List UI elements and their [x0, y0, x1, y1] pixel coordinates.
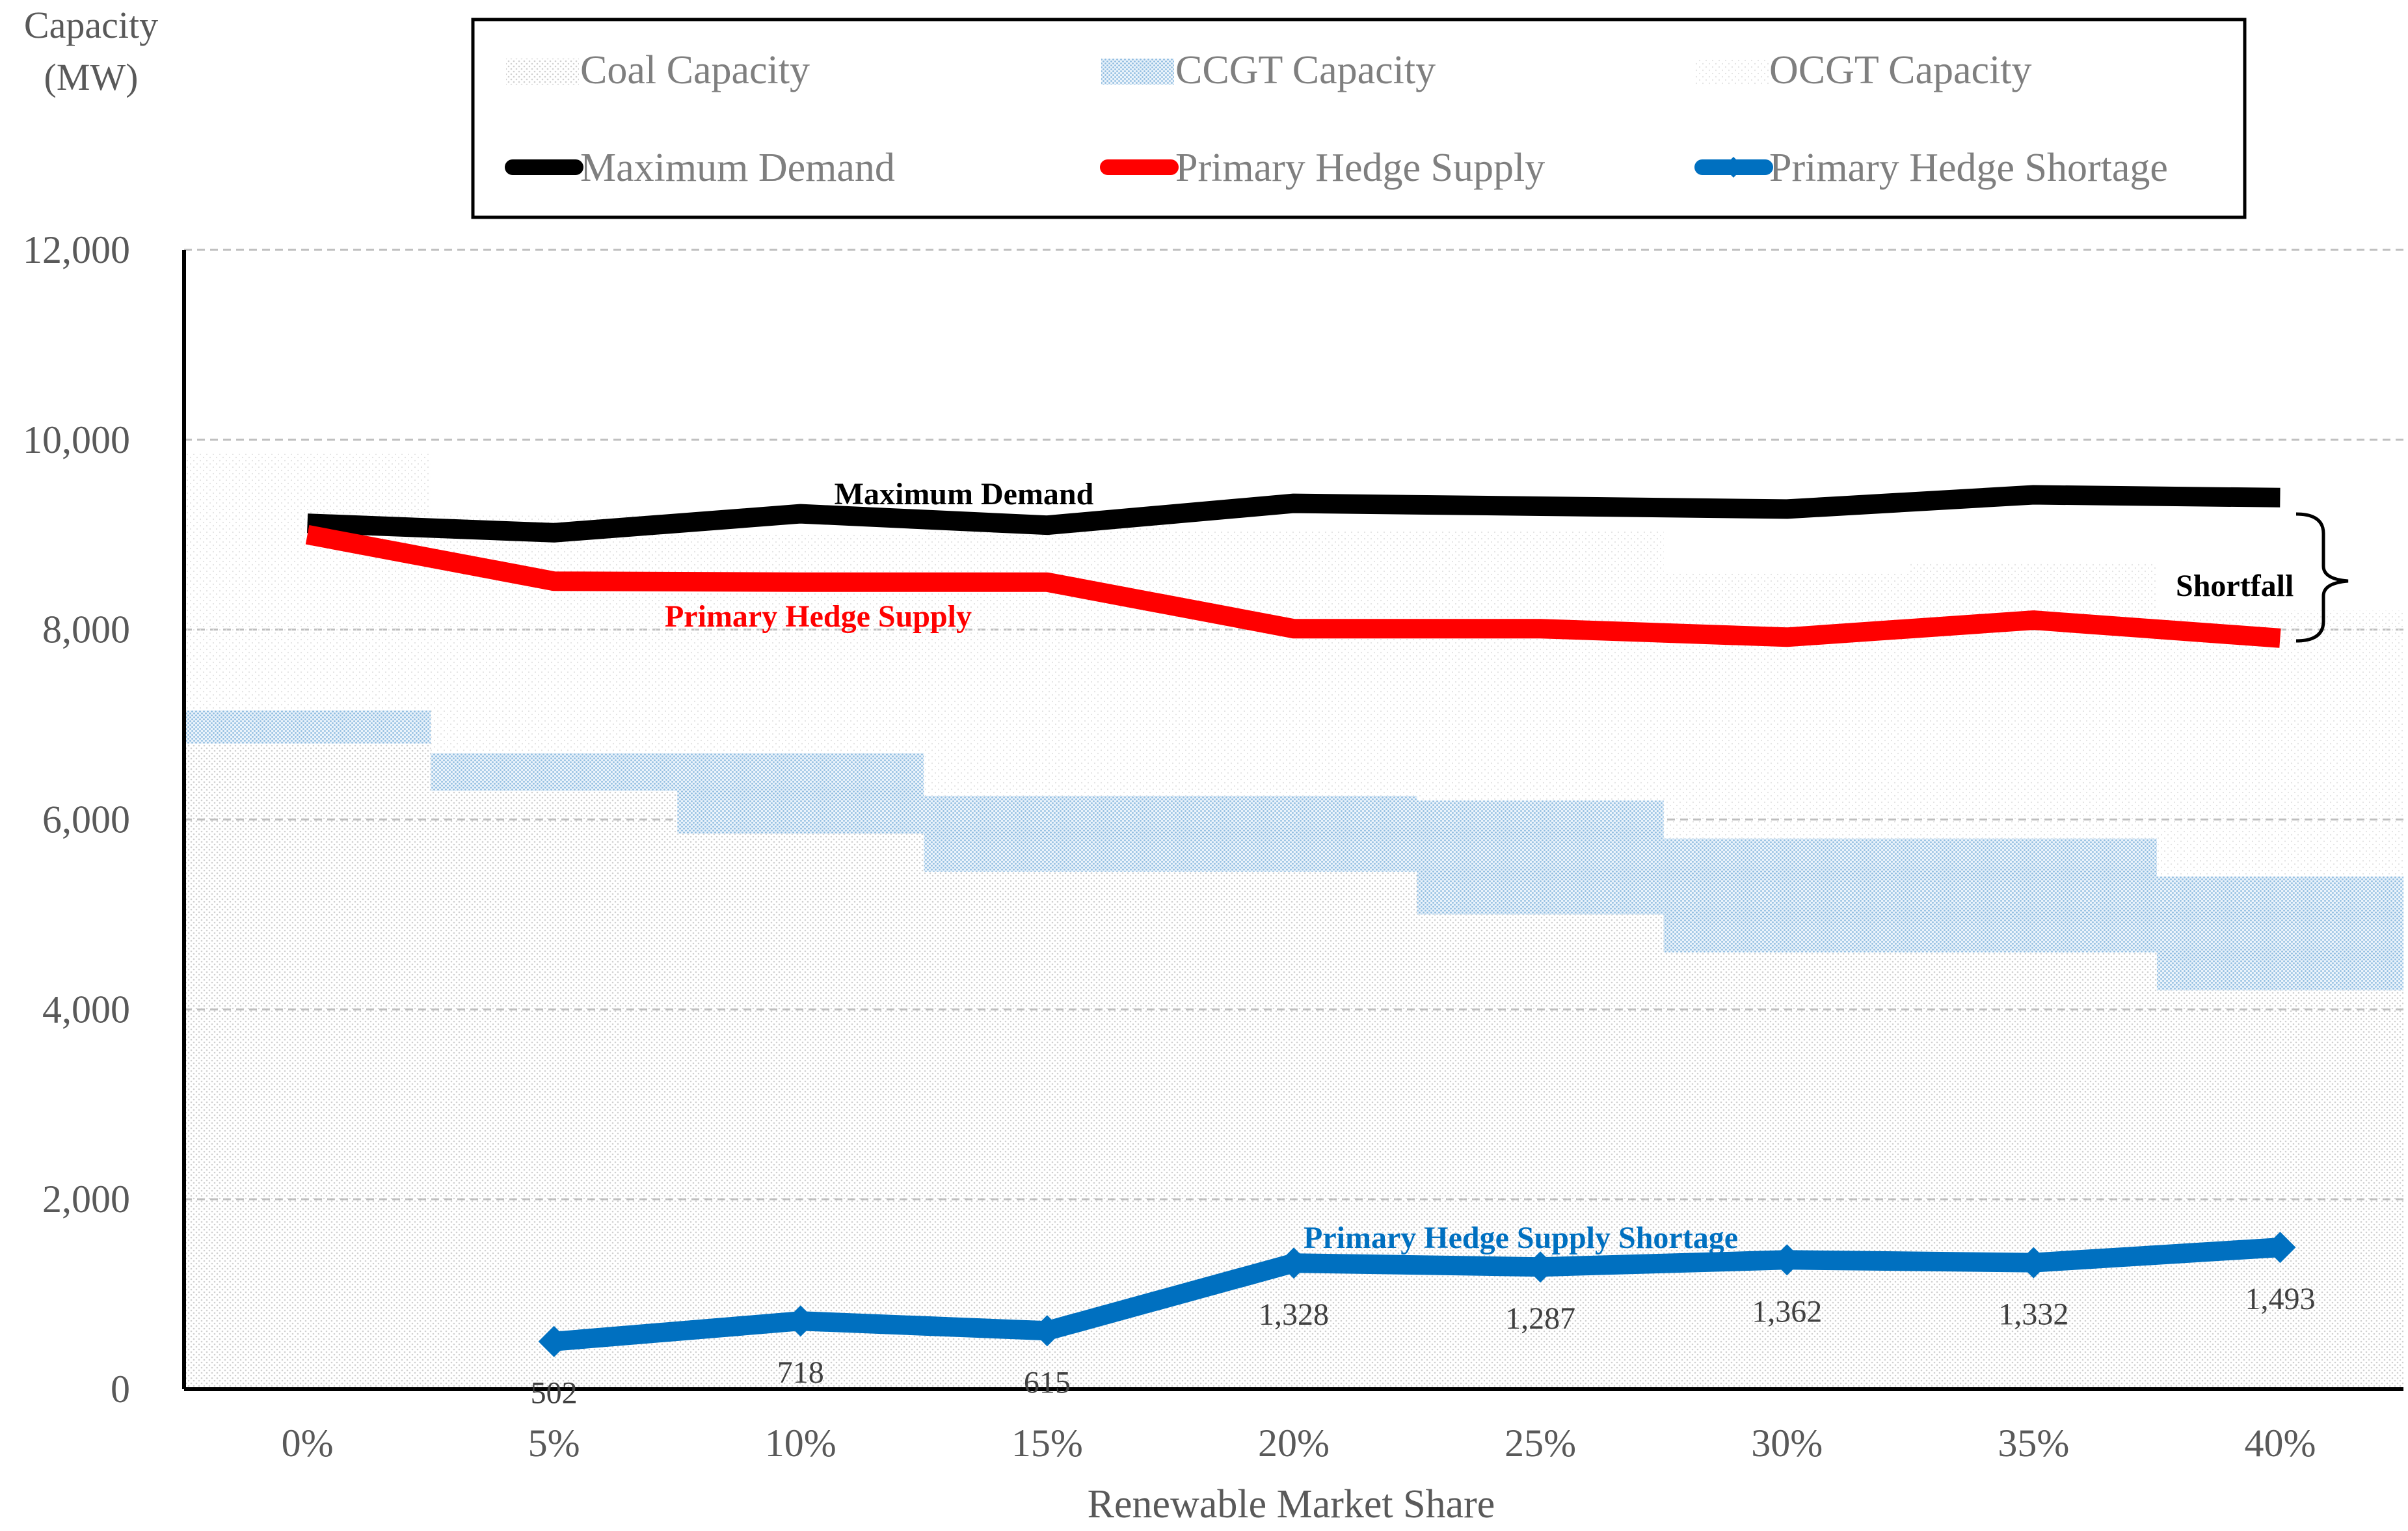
- ccgt-bar: [1910, 838, 2157, 953]
- y-axis-title-line1: Capacity: [24, 4, 158, 46]
- legend-label-coal: Coal Capacity: [580, 48, 810, 92]
- legend-item-coal: Coal Capacity: [506, 48, 810, 92]
- y-tick-label: 12,000: [23, 228, 130, 271]
- ocgt-bar: [184, 454, 431, 711]
- shortage-data-label: 1,493: [2245, 1282, 2315, 1316]
- ccgt-bar: [1417, 800, 1664, 915]
- ocgt-bar: [1910, 563, 2157, 839]
- ocgt-bar: [1170, 530, 1417, 796]
- x-tick-label: 10%: [765, 1422, 836, 1465]
- shortage-data-label: 615: [1024, 1365, 1071, 1400]
- ocgt-bar: [1417, 530, 1664, 801]
- annotation-max-demand: Maximum Demand: [835, 477, 1094, 511]
- x-tick-label: 0%: [282, 1422, 334, 1465]
- x-tick-label: 15%: [1011, 1422, 1083, 1465]
- annotation-shortfall: Shortfall: [2176, 569, 2294, 603]
- ocgt-bar: [1663, 573, 1910, 839]
- annotation-hedge-supply: Primary Hedge Supply: [665, 599, 972, 634]
- coal-bar: [431, 791, 678, 1389]
- ccgt-bar: [184, 710, 431, 744]
- shortage-point-marker: [1031, 1315, 1063, 1347]
- shortage-data-label: 1,328: [1259, 1297, 1329, 1332]
- shortfall-brace: [2295, 512, 2349, 643]
- ocgt-bar: [924, 525, 1171, 796]
- legend-label-ocgt: OCGT Capacity: [1769, 48, 2032, 92]
- shortage-data-label: 502: [531, 1376, 578, 1411]
- ccgt-bar: [1170, 796, 1417, 872]
- y-tick-label: 8,000: [42, 608, 130, 651]
- coal-bar: [2156, 990, 2403, 1389]
- ocgt-bar: [2156, 610, 2403, 877]
- legend-marker-hedge-shortage: [1723, 157, 1744, 178]
- ccgt-bar: [431, 753, 678, 791]
- ccgt-bar: [1663, 838, 1910, 953]
- legend-item-hedge-shortage: Primary Hedge Shortage: [1694, 146, 2168, 190]
- x-tick-label: 40%: [2244, 1422, 2316, 1465]
- shortage-point-marker: [784, 1305, 816, 1337]
- x-tick-label: 30%: [1751, 1422, 1823, 1465]
- coal-bar: [677, 833, 924, 1389]
- x-axis-title: Renewable Market Share: [1088, 1482, 1495, 1526]
- y-tick-label: 10,000: [23, 418, 130, 461]
- coal-bar: [1417, 914, 1664, 1389]
- x-tick-label: 35%: [1998, 1422, 2069, 1465]
- legend-swatch-ocgt: [1696, 59, 1769, 85]
- legend-swatch-ccgt: [1101, 59, 1174, 85]
- coal-bar: [184, 743, 431, 1389]
- legend-label-hedge-shortage: Primary Hedge Shortage: [1769, 146, 2168, 190]
- legend: Coal Capacity CCGT Capacity OCGT Capacit…: [471, 18, 2247, 219]
- legend-swatch-coal: [506, 59, 579, 85]
- shortage-data-label: 1,332: [1998, 1297, 2068, 1332]
- y-axis-title-line2: (MW): [44, 56, 139, 98]
- data-labels: 502 718 615 1,328 1,287 1,362 1,332 1,493: [531, 1282, 2316, 1411]
- capacity-bars: [184, 454, 2403, 1389]
- series-lines: [305, 485, 2296, 1357]
- ccgt-bar: [2156, 876, 2403, 991]
- coal-bar: [1170, 871, 1417, 1389]
- shortage-point-marker: [2264, 1232, 2296, 1264]
- shortage-data-label: 718: [777, 1355, 824, 1390]
- legend-label-max-demand: Maximum Demand: [580, 146, 895, 190]
- shortage-point-marker: [1278, 1247, 1309, 1279]
- hedge-shortage-line: [553, 1238, 2281, 1351]
- x-tick-label: 25%: [1505, 1422, 1576, 1465]
- legend-item-ocgt: OCGT Capacity: [1696, 48, 2032, 92]
- y-tick-label: 6,000: [42, 798, 130, 841]
- legend-label-ccgt: CCGT Capacity: [1175, 48, 1436, 92]
- shortage-point-marker: [1525, 1251, 1557, 1283]
- y-tick-label: 4,000: [42, 988, 130, 1031]
- legend-item-ccgt: CCGT Capacity: [1101, 48, 1436, 92]
- y-tick-label: 2,000: [42, 1178, 130, 1221]
- x-tick-label: 5%: [528, 1422, 580, 1465]
- y-tick-label: 0: [111, 1368, 130, 1411]
- shortage-point-marker: [538, 1325, 570, 1357]
- shortage-point-marker: [1771, 1244, 1803, 1276]
- legend-item-hedge-supply: Primary Hedge Supply: [1100, 146, 1545, 190]
- shortage-data-label: 1,362: [1752, 1294, 1822, 1329]
- x-tick-label: 20%: [1258, 1422, 1330, 1465]
- annotation-shortage: Primary Hedge Supply Shortage: [1304, 1221, 1738, 1255]
- shortage-data-label: 1,287: [1505, 1301, 1575, 1336]
- legend-item-max-demand: Maximum Demand: [505, 146, 895, 190]
- ccgt-bar: [677, 753, 924, 834]
- ccgt-bar: [924, 796, 1171, 872]
- max-demand-line: [307, 485, 2281, 543]
- hedge-supply-line: [305, 525, 2281, 648]
- legend-label-hedge-supply: Primary Hedge Supply: [1175, 146, 1545, 190]
- ocgt-bar: [431, 515, 678, 753]
- coal-bar: [1910, 952, 2157, 1389]
- legend-frame: [471, 18, 2247, 219]
- axes: 0 2,000 4,000 6,000 8,000 10,000 12,000 0% 5% 10%…: [23, 228, 2403, 1465]
- ocgt-bar: [677, 534, 924, 753]
- shortage-point-marker: [2018, 1247, 2050, 1279]
- coal-bar: [1663, 952, 1910, 1389]
